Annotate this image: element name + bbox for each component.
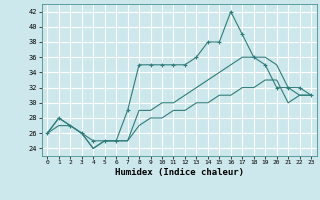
X-axis label: Humidex (Indice chaleur): Humidex (Indice chaleur) [115, 168, 244, 177]
